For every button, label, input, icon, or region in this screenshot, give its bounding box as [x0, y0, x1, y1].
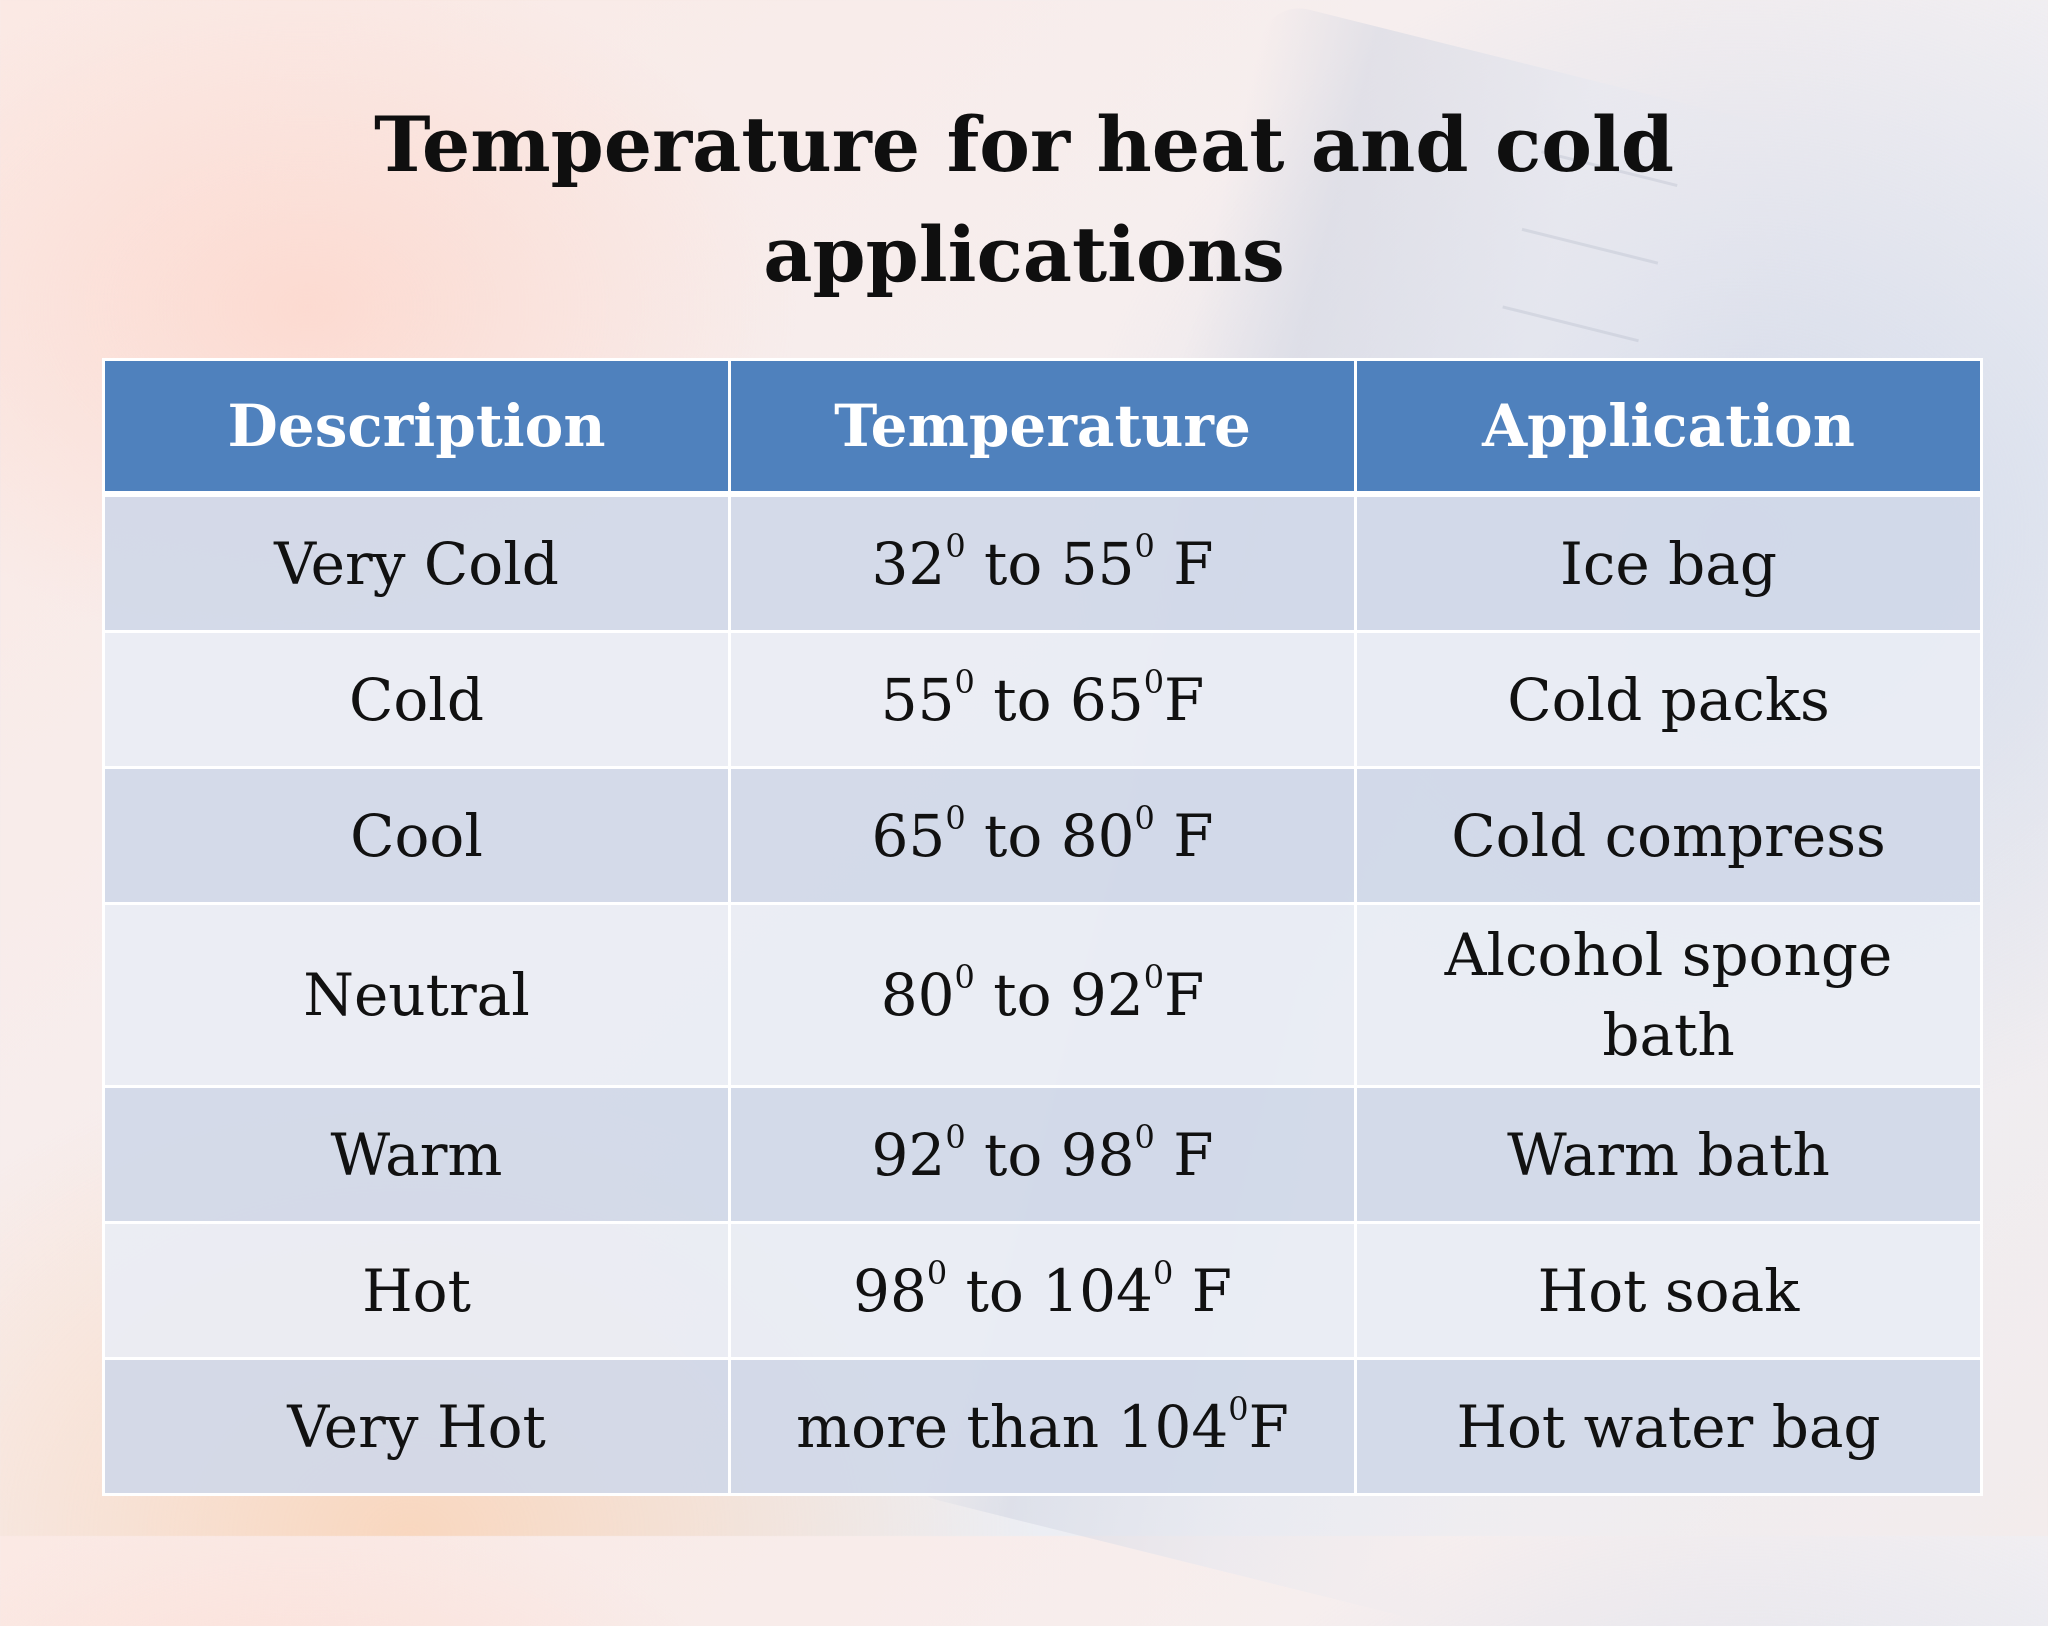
table-row: Very Cold 320 to 550 F Ice bag: [102, 492, 1983, 633]
temp-unit: F: [1154, 801, 1214, 870]
table-row: Warm 920 to 980 F Warm bath: [102, 1085, 1983, 1224]
table-row: Hot 980 to 1040 F Hot soak: [102, 1221, 1983, 1360]
cell-description: Cool: [102, 766, 731, 905]
table-row: Cool 650 to 800 F Cold compress: [102, 766, 1983, 905]
temp-high: to 80: [965, 801, 1135, 870]
temp-high-degree: 0: [1134, 1117, 1155, 1156]
header-temperature: Temperature: [728, 358, 1357, 497]
temp-high-degree: 0: [1134, 798, 1155, 837]
slide-title-line-1: Temperature for heat and cold: [374, 100, 1674, 189]
temp-unit: F: [1164, 961, 1205, 1029]
temp-high: to 55: [965, 529, 1135, 598]
temp-high: to 104: [947, 1256, 1153, 1325]
temperature-table: Description Temperature Application Very…: [102, 358, 1983, 1496]
temp-low: 32: [871, 529, 946, 598]
cell-description: Very Cold: [102, 492, 731, 633]
cell-temperature: 650 to 800 F: [728, 766, 1357, 905]
temp-low-degree: 0: [954, 957, 975, 996]
temp-unit: F: [1154, 529, 1214, 598]
temp-low-degree: 0: [945, 526, 966, 565]
cell-application: Cold compress: [1354, 766, 1983, 905]
cell-application: Hot soak: [1354, 1221, 1983, 1360]
temp-low-degree: 0: [945, 798, 966, 837]
temp-low-degree: 0: [945, 1117, 966, 1156]
temp-high-degree: 0: [1143, 662, 1165, 701]
temp-low-degree: 0: [954, 662, 975, 701]
temp-unit: F: [1173, 1256, 1232, 1325]
slide-title-line-2: applications: [763, 210, 1285, 299]
cell-application: Hot water bag: [1354, 1357, 1983, 1496]
header-description: Description: [102, 358, 731, 497]
cell-temperature: 800 to 920F: [728, 902, 1357, 1088]
cell-description: Warm: [102, 1085, 731, 1224]
cell-application: Cold packs: [1354, 630, 1983, 769]
cell-application: Alcohol sponge bath: [1354, 902, 1983, 1088]
cell-description: Neutral: [102, 902, 731, 1088]
temp-low: 98: [853, 1256, 927, 1325]
temp-low-degree: 0: [926, 1253, 948, 1292]
table-header-row: Description Temperature Application: [102, 358, 1983, 497]
cell-temperature: 920 to 980 F: [728, 1085, 1357, 1224]
cell-description: Hot: [102, 1221, 731, 1360]
temp-high-degree: 0: [1134, 526, 1155, 565]
table-row: Very Hot more than 1040F Hot water bag: [102, 1357, 1983, 1496]
table-row: Neutral 800 to 920F Alcohol sponge bath: [102, 902, 1983, 1088]
temp-low: 80: [880, 961, 955, 1029]
temp-low: 55: [880, 665, 955, 734]
temp-unit: F: [1248, 1392, 1289, 1461]
cell-temperature: 320 to 550 F: [728, 492, 1357, 633]
temp-high-degree: 0: [1152, 1253, 1174, 1292]
temp-high-degree: 0: [1143, 957, 1165, 996]
temp-low: 65: [871, 801, 946, 870]
application-line-1: Alcohol sponge: [1444, 921, 1893, 989]
temp-high: to 92: [974, 961, 1144, 1029]
table-row: Cold 550 to 650F Cold packs: [102, 630, 1983, 769]
temp-prefix: more than 104: [796, 1392, 1229, 1461]
cell-description: Very Hot: [102, 1357, 731, 1496]
temp-high: to 98: [965, 1120, 1135, 1189]
header-application: Application: [1354, 358, 1983, 497]
application-line-2: bath: [1602, 1001, 1735, 1069]
temp-high: to 65: [974, 665, 1144, 734]
temp-low: 92: [871, 1120, 946, 1189]
temp-degree: 0: [1228, 1389, 1249, 1428]
slide-title: Temperature for heat and cold applicatio…: [0, 90, 2048, 310]
cell-temperature: more than 1040F: [728, 1357, 1357, 1496]
cell-application: Ice bag: [1354, 492, 1983, 633]
cell-description: Cold: [102, 630, 731, 769]
temp-unit: F: [1154, 1120, 1214, 1189]
cell-application: Warm bath: [1354, 1085, 1983, 1224]
cell-temperature: 550 to 650F: [728, 630, 1357, 769]
cell-temperature: 980 to 1040 F: [728, 1221, 1357, 1360]
temp-unit: F: [1164, 665, 1205, 734]
